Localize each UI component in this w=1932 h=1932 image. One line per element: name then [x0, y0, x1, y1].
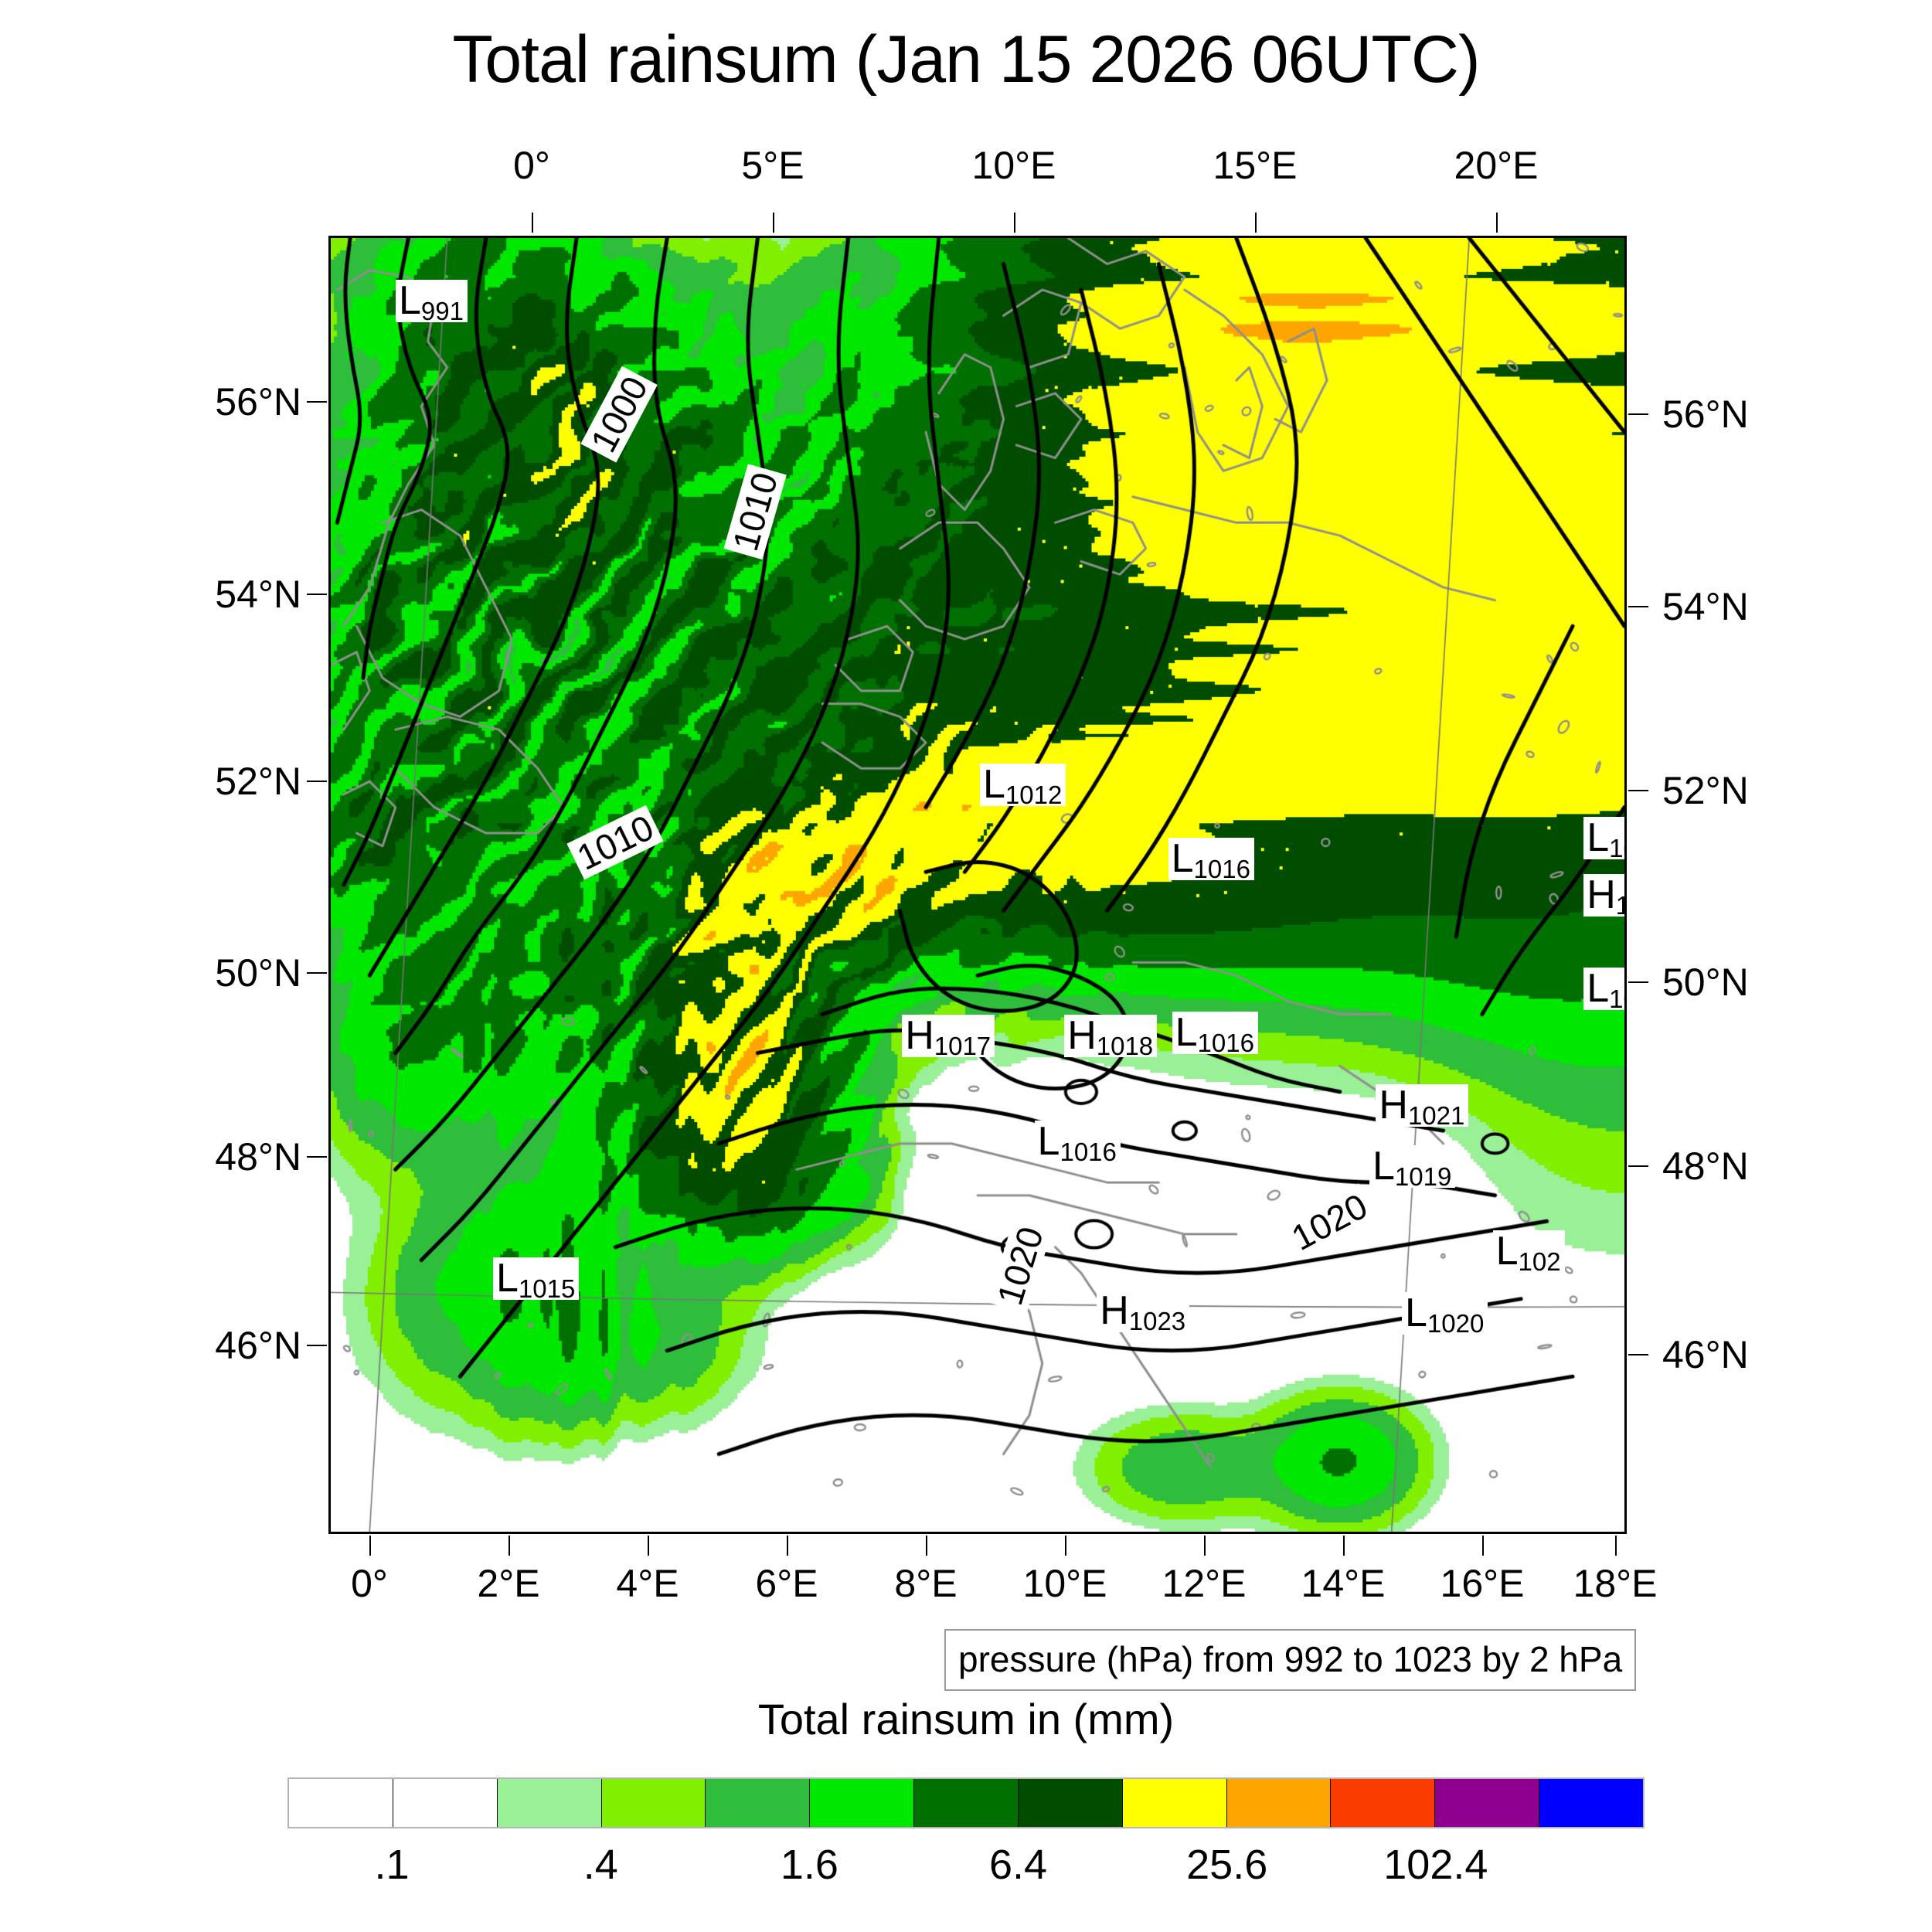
map-panel[interactable]: L991 L1012 L1016 H1017 H1018 L1016 L1016 H1021 L… — [328, 236, 1627, 1534]
colorbar-tick-25.6: 25.6 — [1186, 1842, 1268, 1888]
bottom-tick-label-0: 0° — [351, 1562, 388, 1605]
top-tick-mark-2 — [1014, 213, 1015, 233]
bottom-tick-mark-3 — [787, 1536, 788, 1556]
colorbar-band-0[interactable] — [289, 1779, 393, 1827]
left-tick-mark-5 — [307, 1345, 327, 1346]
bottom-tick-label-5: 10°E — [1022, 1562, 1107, 1605]
top-tick-label-2: 10°E — [971, 144, 1056, 187]
right-tick-label-4: 48°N — [1662, 1145, 1749, 1188]
bottom-tick-label-7: 14°E — [1301, 1562, 1386, 1605]
colorbar[interactable] — [287, 1777, 1645, 1828]
bottom-tick-label-2: 4°E — [616, 1562, 679, 1605]
pressure-center-h-1023-12: H1023 — [1097, 1289, 1190, 1334]
bottom-tick-mark-8 — [1482, 1536, 1484, 1556]
top-tick-mark-0 — [532, 213, 533, 233]
colorbar-band-5[interactable] — [810, 1779, 915, 1827]
top-tick-label-3: 15°E — [1213, 144, 1298, 187]
right-tick-mark-2 — [1628, 790, 1648, 791]
right-tick-label-3: 50°N — [1662, 961, 1749, 1004]
colorbar-band-11[interactable] — [1435, 1779, 1540, 1827]
pressure-center-l-1016-2: L1016 — [1168, 838, 1254, 882]
top-tick-mark-1 — [773, 213, 774, 233]
colorbar-band-12[interactable] — [1539, 1779, 1643, 1827]
top-tick-mark-4 — [1496, 213, 1498, 233]
right-tick-mark-5 — [1628, 1354, 1648, 1355]
right-tick-mark-0 — [1628, 413, 1648, 415]
colorbar-band-3[interactable] — [601, 1779, 706, 1827]
pressure-center-l-991-0: L991 — [396, 279, 468, 324]
pressure-center-h-1017-3: H1017 — [902, 1014, 995, 1059]
colorbar-tick-labels: .1 .4 1.6 6.4 25.6 102.4 — [287, 1841, 1645, 1895]
pressure-center-l-102-10: L102 — [1492, 1230, 1565, 1274]
bottom-tick-mark-4 — [926, 1536, 927, 1556]
right-tick-mark-4 — [1628, 1165, 1648, 1167]
bottom-tick-mark-1 — [509, 1536, 510, 1556]
pressure-legend: pressure (hPa) from 992 to 1023 by 2 hPa — [944, 1629, 1637, 1691]
pressure-center-l-1016-5: L1016 — [1172, 1012, 1258, 1056]
pressure-center-l-1012-1: L1012 — [980, 764, 1066, 808]
colorbar-band-7[interactable] — [1018, 1779, 1123, 1827]
bottom-tick-mark-6 — [1204, 1536, 1206, 1556]
top-tick-label-1: 5°E — [741, 144, 804, 187]
colorbar-tick-.1: .1 — [374, 1842, 410, 1888]
right-tick-label-0: 56°N — [1662, 393, 1749, 436]
pressure-center-l-10-13: L10 — [1583, 817, 1624, 861]
bottom-tick-label-4: 8°E — [894, 1562, 957, 1605]
top-tick-label-4: 20°E — [1454, 144, 1539, 187]
left-tick-mark-2 — [307, 781, 327, 782]
bottom-tick-mark-0 — [369, 1536, 371, 1556]
bottom-tick-label-6: 12°E — [1162, 1562, 1247, 1605]
colorbar-band-1[interactable] — [393, 1779, 498, 1827]
left-tick-mark-0 — [307, 401, 327, 403]
colorbar-tick-.4: .4 — [583, 1842, 618, 1888]
pressure-center-h-1021-7: H1021 — [1376, 1084, 1469, 1128]
bottom-tick-label-3: 6°E — [755, 1562, 818, 1605]
right-tick-mark-1 — [1628, 606, 1648, 607]
page-title: Total rainsum (Jan 15 2026 06UTC) — [452, 22, 1480, 97]
left-tick-label-3: 50°N — [215, 951, 301, 995]
colorbar-tick-1.6: 1.6 — [780, 1842, 838, 1888]
colorbar-band-8[interactable] — [1122, 1779, 1227, 1827]
right-tick-label-5: 46°N — [1662, 1333, 1749, 1376]
bottom-tick-mark-9 — [1615, 1536, 1617, 1556]
top-tick-label-0: 0° — [513, 144, 550, 187]
pressure-center-l-10-15: L10 — [1583, 968, 1624, 1012]
colorbar-band-9[interactable] — [1226, 1779, 1332, 1827]
bottom-tick-label-8: 16°E — [1440, 1562, 1525, 1605]
pressure-center-h-1018-4: H1018 — [1064, 1014, 1158, 1059]
left-tick-label-4: 48°N — [215, 1135, 301, 1179]
pressure-center-l-1020-11: L1020 — [1402, 1292, 1488, 1336]
bottom-tick-mark-5 — [1065, 1536, 1066, 1556]
colorbar-title: Total rainsum in (mm) — [757, 1695, 1175, 1743]
left-tick-label-5: 46°N — [215, 1324, 301, 1367]
left-tick-label-1: 54°N — [215, 573, 301, 616]
colorbar-band-4[interactable] — [706, 1779, 811, 1827]
colorbar-tick-102.4: 102.4 — [1383, 1842, 1488, 1888]
right-tick-label-2: 52°N — [1662, 769, 1749, 812]
bottom-tick-label-1: 2°E — [477, 1562, 540, 1605]
top-tick-mark-3 — [1255, 213, 1257, 233]
bottom-tick-label-9: 18°E — [1573, 1562, 1658, 1605]
pressure-center-l-1016-6: L1016 — [1034, 1121, 1121, 1165]
colorbar-tick-6.4: 6.4 — [988, 1842, 1048, 1888]
right-tick-mark-3 — [1628, 981, 1648, 983]
bottom-tick-mark-7 — [1343, 1536, 1345, 1556]
colorbar-band-2[interactable] — [497, 1779, 602, 1827]
pressure-center-l-1019-8: L1019 — [1369, 1145, 1456, 1189]
right-tick-label-1: 54°N — [1662, 585, 1749, 628]
left-tick-mark-3 — [307, 972, 327, 974]
left-tick-label-0: 56°N — [215, 380, 301, 423]
bottom-tick-mark-2 — [648, 1536, 649, 1556]
left-tick-mark-1 — [307, 594, 327, 595]
pressure-center-h-10-14: H10 — [1583, 874, 1624, 918]
colorbar-band-10[interactable] — [1331, 1779, 1436, 1827]
left-tick-label-2: 52°N — [215, 760, 301, 803]
left-tick-mark-4 — [307, 1156, 327, 1158]
pressure-center-l-1015-9: L1015 — [493, 1257, 580, 1301]
colorbar-band-6[interactable] — [914, 1779, 1019, 1827]
